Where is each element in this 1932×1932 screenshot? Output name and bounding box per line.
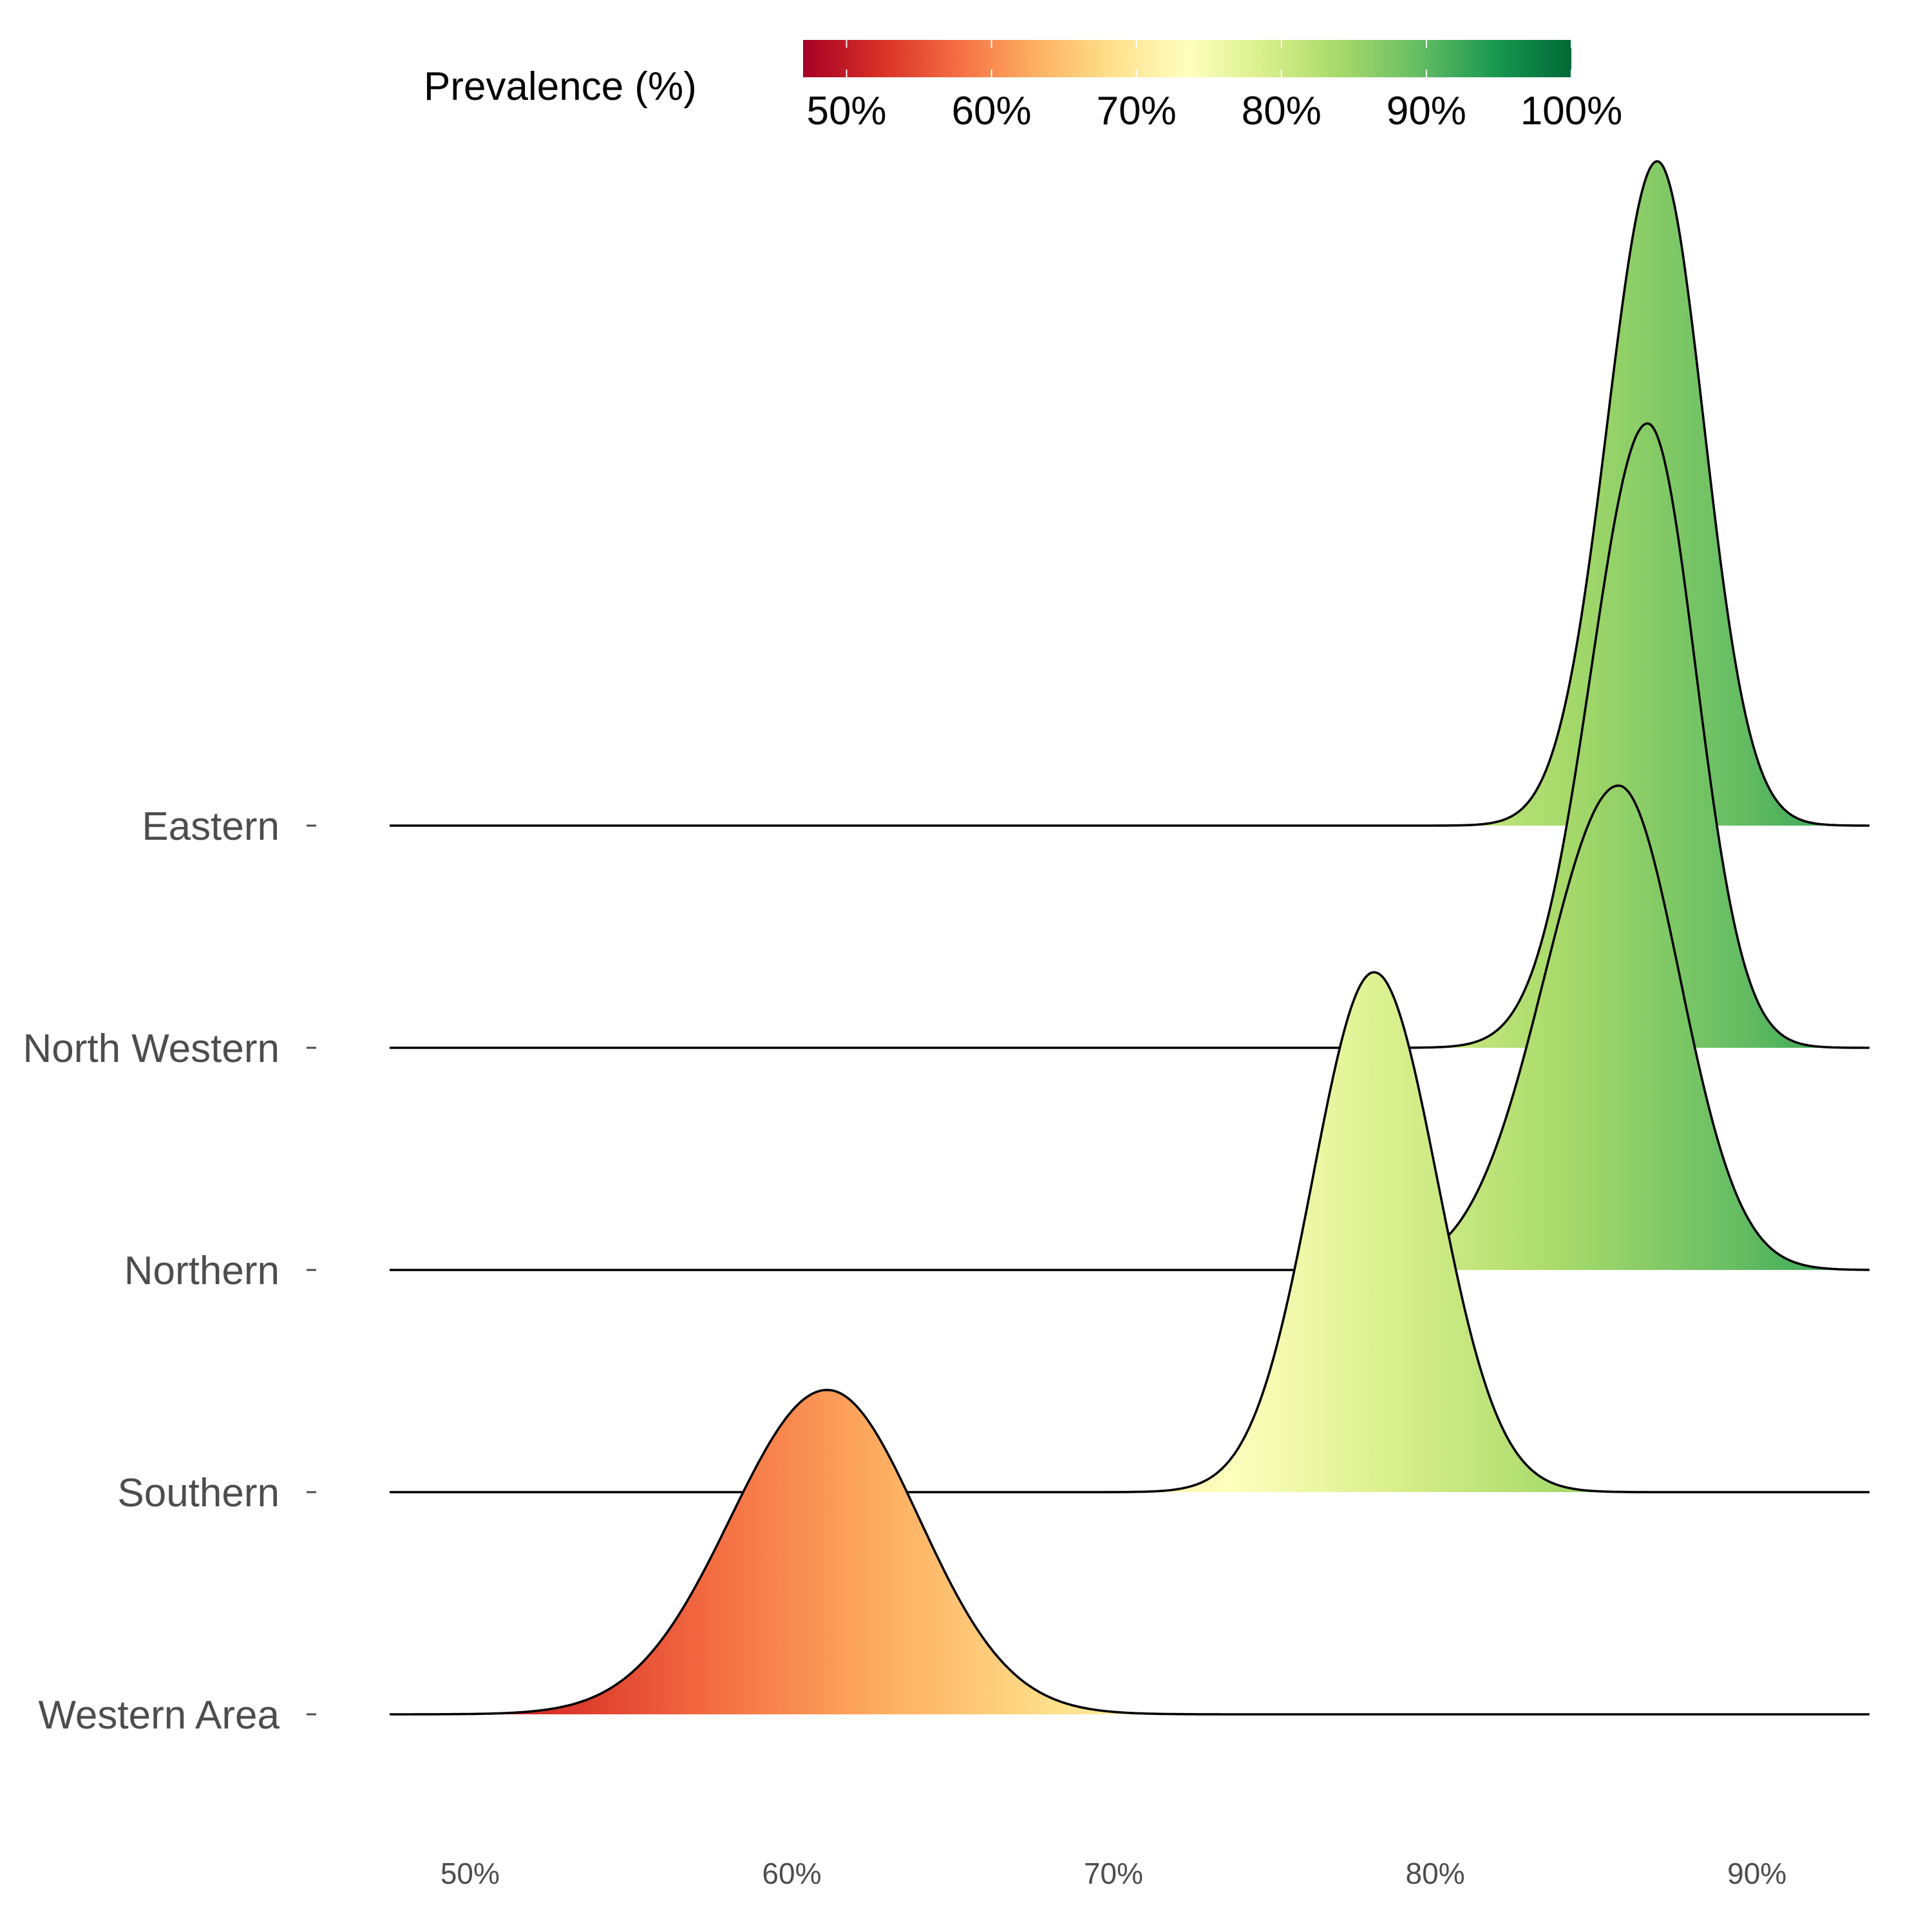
ridge-fill [390,423,1870,1048]
x-tick-label: 50% [440,1857,500,1890]
ridge-southern [390,971,1870,1493]
ridge-fill [390,161,1870,826]
ridge-western-area [390,1388,1870,1716]
ridge-outline [390,1388,1870,1716]
ridge-north-western [390,422,1870,1049]
ridges [390,160,1870,1716]
ridge-outline [390,784,1870,1271]
ridge-fill [390,1390,1870,1714]
ridge-eastern [390,160,1870,827]
legend-ticks: 50% 60% 70% 80% 90% 100% [806,40,1622,133]
color-legend: Prevalence (%) 50% 60% 70% 80% 90% 100% [424,40,1622,133]
y-axis: Eastern North Western Northern Southern West… [23,804,316,1738]
legend-tick-label: 60% [952,89,1032,133]
x-tick-label: 80% [1406,1857,1465,1890]
x-tick-label: 70% [1084,1857,1143,1890]
legend-tick-label: 70% [1097,89,1177,133]
legend-title: Prevalence (%) [424,64,697,109]
x-tick-label: 60% [762,1857,821,1890]
y-tick-label: Eastern [142,804,279,849]
ridge-outline [390,971,1870,1493]
x-tick-label: 90% [1727,1857,1786,1890]
x-axis: 50% 60% 70% 80% 90% [440,1857,1786,1890]
ridge-northern [390,784,1870,1271]
y-tick-label: Southern [117,1471,279,1515]
ridge-outline [390,422,1870,1049]
legend-tick-label: 80% [1242,89,1321,133]
legend-tick-label: 50% [806,89,886,133]
y-tick-label: Northern [124,1249,279,1293]
legend-tick-label: 90% [1387,89,1466,133]
legend-colorbar [803,40,1571,77]
y-tick-label: Western Area [39,1693,280,1738]
legend-tick-label: 100% [1520,89,1623,133]
ridge-fill [390,785,1870,1270]
ridge-outline [390,160,1870,827]
y-tick-label: North Western [23,1027,279,1071]
